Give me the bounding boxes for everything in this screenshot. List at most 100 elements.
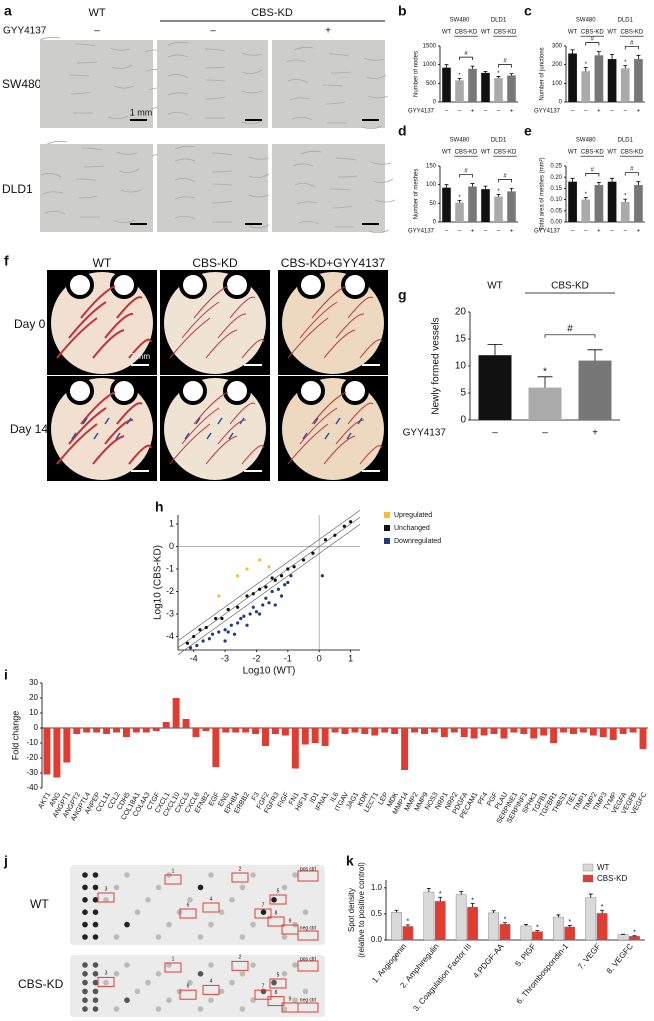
subgroup-header: CBS-KD <box>581 30 604 36</box>
error-bar <box>470 65 475 69</box>
tube <box>368 229 390 234</box>
bar <box>440 728 448 737</box>
y-tick-label: 0.5 <box>371 909 383 918</box>
error-bar <box>444 64 449 68</box>
scale-bar-label: 1 mm <box>130 107 153 117</box>
arrow <box>302 432 308 440</box>
spot <box>134 909 141 915</box>
bar <box>467 906 479 941</box>
bar <box>455 894 467 941</box>
point <box>220 616 224 621</box>
error-bar <box>394 909 399 913</box>
vessel <box>241 445 265 465</box>
tube <box>120 189 142 193</box>
tube <box>167 111 189 116</box>
vessel <box>335 313 365 339</box>
cam-images <box>47 270 388 481</box>
highlight-box <box>202 902 220 913</box>
diagonal <box>177 517 361 648</box>
panel-a: a WT CBS-KD GYY4137 – – + SW480 DLD1 1 m… <box>2 3 396 234</box>
x-tick-label: + <box>597 109 601 115</box>
significance: # <box>567 323 573 334</box>
point <box>267 565 271 569</box>
tube <box>292 163 314 167</box>
x-tick-label: + <box>597 229 601 235</box>
point <box>185 641 190 645</box>
error-bar <box>632 935 637 937</box>
bar <box>182 719 190 728</box>
tube <box>174 158 196 162</box>
vessel <box>287 317 329 359</box>
error-bar <box>503 922 508 925</box>
error-bar <box>583 196 588 200</box>
vessel <box>92 435 125 465</box>
spot <box>92 962 99 968</box>
tube <box>44 210 66 215</box>
x-tick-label: 7. VEGF <box>576 942 603 971</box>
spot <box>155 1006 162 1012</box>
spot <box>302 909 309 915</box>
error-bar <box>457 199 462 203</box>
panel-letter: j <box>3 853 8 869</box>
spot <box>271 897 277 903</box>
tube <box>118 168 140 173</box>
bar <box>93 728 101 733</box>
bracket <box>498 179 512 183</box>
spot <box>166 962 172 968</box>
x-tick-label: 1 <box>348 653 353 663</box>
tube <box>167 54 189 58</box>
spot <box>250 921 256 928</box>
tube <box>211 152 233 156</box>
tube <box>204 48 226 52</box>
spot <box>113 1006 120 1012</box>
spot <box>292 872 298 878</box>
y-axis-label: Number of nodes <box>414 51 420 97</box>
subgroup-header: WT <box>442 150 452 156</box>
spot <box>197 934 204 940</box>
box-label: 1 <box>172 868 175 874</box>
control-label: pos ctrl <box>300 866 316 872</box>
spot <box>82 934 88 940</box>
bar <box>578 360 612 420</box>
tube <box>296 201 318 205</box>
x-tick-label: -3 <box>221 653 229 663</box>
tube <box>107 115 129 120</box>
vessel <box>56 423 98 465</box>
vessel <box>241 339 265 359</box>
highlight-box <box>179 989 197 1000</box>
treatment-label: GYY4137 <box>403 428 447 439</box>
tube <box>111 64 133 69</box>
arrow <box>313 417 319 425</box>
spot <box>239 884 246 891</box>
box-label: 4 <box>210 979 213 985</box>
spot <box>82 988 88 995</box>
subgroup-header: WT <box>481 150 491 156</box>
bar <box>222 728 230 733</box>
point <box>192 634 196 639</box>
error-bar <box>583 67 588 72</box>
spot <box>302 988 309 995</box>
point <box>311 551 315 555</box>
point <box>286 567 290 571</box>
point <box>239 616 243 621</box>
bar <box>478 355 512 420</box>
bar <box>455 202 464 222</box>
error-bar <box>426 887 431 892</box>
point <box>333 533 337 537</box>
error-bar <box>509 73 514 76</box>
bar <box>341 728 349 734</box>
y-tick-label: 0 <box>433 220 437 226</box>
bar <box>262 728 270 746</box>
x-tick-label: – <box>484 229 488 235</box>
vessel <box>181 407 220 445</box>
tube <box>329 188 351 191</box>
group-header: SW480 <box>576 18 596 24</box>
bar <box>568 181 577 222</box>
x-tick-label: – <box>571 109 575 115</box>
significance: # <box>503 173 507 179</box>
bar <box>568 53 577 102</box>
spot <box>92 884 99 891</box>
panel-letter: k <box>346 853 354 869</box>
spot <box>229 979 235 986</box>
